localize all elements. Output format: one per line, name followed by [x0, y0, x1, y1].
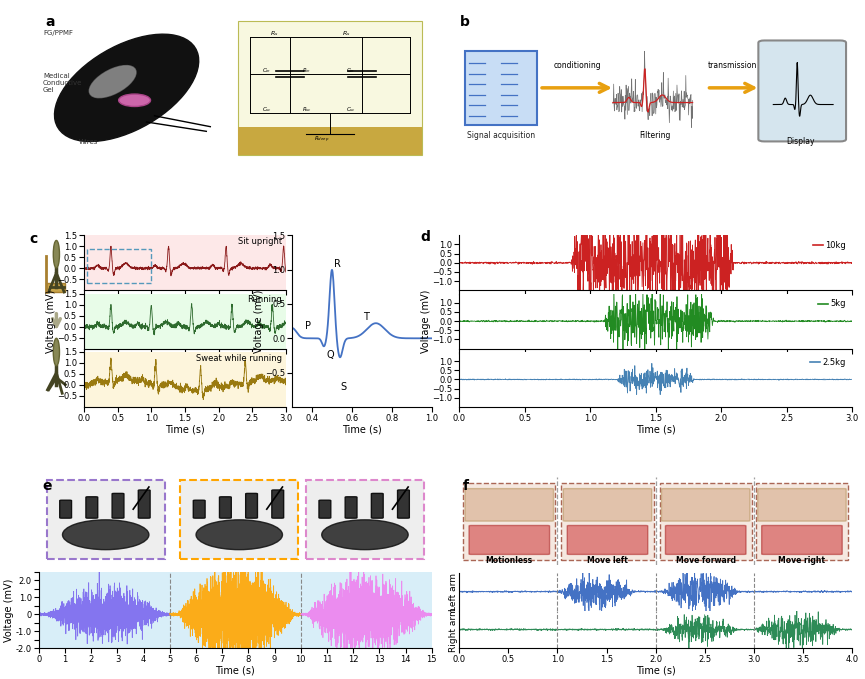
Y-axis label: Voltage (mV): Voltage (mV): [253, 289, 264, 353]
X-axis label: Time (s): Time (s): [636, 666, 676, 676]
X-axis label: Time (s): Time (s): [215, 666, 255, 676]
Text: c: c: [29, 232, 37, 246]
FancyBboxPatch shape: [469, 526, 549, 555]
Text: Move left: Move left: [587, 555, 628, 565]
Text: $C_{sc}$: $C_{sc}$: [346, 105, 356, 114]
FancyBboxPatch shape: [465, 50, 537, 125]
FancyBboxPatch shape: [665, 526, 746, 555]
Legend: 5kg: 5kg: [817, 298, 848, 310]
Ellipse shape: [62, 520, 149, 550]
Text: $C_{sc}$: $C_{sc}$: [262, 105, 272, 114]
Y-axis label: Voltage (mV): Voltage (mV): [4, 579, 15, 642]
Y-axis label: Voltage (mV): Voltage (mV): [420, 289, 431, 353]
Text: $R_{sc}$: $R_{sc}$: [302, 105, 312, 114]
Text: Motionless: Motionless: [486, 555, 533, 565]
Text: P: P: [305, 321, 311, 331]
FancyBboxPatch shape: [759, 41, 846, 141]
FancyBboxPatch shape: [112, 494, 124, 518]
Text: transmission: transmission: [708, 60, 757, 70]
Text: b: b: [459, 15, 470, 29]
FancyBboxPatch shape: [319, 500, 330, 518]
Circle shape: [54, 338, 60, 366]
Y-axis label: Right arm: Right arm: [449, 607, 458, 652]
X-axis label: Time (s): Time (s): [165, 424, 205, 435]
Text: Sweat while running: Sweat while running: [195, 354, 282, 363]
Text: Filtering: Filtering: [639, 130, 670, 140]
FancyBboxPatch shape: [398, 490, 409, 518]
Text: Signal acquisition: Signal acquisition: [467, 130, 535, 140]
Text: T: T: [363, 312, 368, 323]
FancyBboxPatch shape: [465, 489, 554, 521]
FancyBboxPatch shape: [662, 489, 750, 521]
Text: $R_{deep}$: $R_{deep}$: [314, 134, 330, 145]
FancyBboxPatch shape: [758, 489, 846, 521]
Text: Medical
Conductive
Gel: Medical Conductive Gel: [43, 73, 82, 93]
Text: $C_{in}$: $C_{in}$: [346, 67, 355, 75]
Text: Running: Running: [247, 295, 282, 304]
Y-axis label: Voltage (mV): Voltage (mV): [46, 289, 55, 353]
Text: $C_{in}$: $C_{in}$: [262, 67, 272, 75]
Text: Display: Display: [786, 136, 815, 146]
Y-axis label: Left arm: Left arm: [449, 572, 458, 610]
Text: Q: Q: [326, 350, 334, 360]
Text: d: d: [420, 230, 430, 244]
FancyBboxPatch shape: [46, 283, 65, 292]
Text: Sit upright: Sit upright: [238, 237, 282, 246]
Text: $R_s$: $R_s$: [270, 29, 279, 38]
Text: Move forward: Move forward: [676, 555, 736, 565]
FancyBboxPatch shape: [180, 480, 298, 559]
FancyBboxPatch shape: [238, 21, 421, 155]
FancyBboxPatch shape: [86, 497, 98, 518]
Ellipse shape: [54, 34, 199, 141]
Text: FG/PPMF: FG/PPMF: [43, 30, 73, 36]
FancyBboxPatch shape: [47, 480, 164, 559]
FancyBboxPatch shape: [463, 483, 555, 560]
Text: a: a: [45, 15, 54, 29]
Text: e: e: [43, 479, 53, 494]
FancyBboxPatch shape: [306, 480, 424, 559]
FancyBboxPatch shape: [561, 483, 654, 560]
Text: conditioning: conditioning: [554, 60, 601, 70]
Legend: 2.5kg: 2.5kg: [809, 356, 848, 369]
FancyBboxPatch shape: [567, 526, 648, 555]
FancyBboxPatch shape: [60, 500, 72, 518]
FancyBboxPatch shape: [220, 497, 231, 518]
Circle shape: [54, 240, 60, 268]
FancyBboxPatch shape: [193, 500, 205, 518]
Circle shape: [119, 94, 151, 107]
Ellipse shape: [89, 66, 136, 98]
FancyBboxPatch shape: [272, 490, 284, 518]
Ellipse shape: [322, 520, 408, 550]
Text: R: R: [335, 259, 342, 269]
Text: S: S: [340, 382, 347, 392]
Text: f: f: [463, 479, 469, 494]
Text: $R_s$: $R_s$: [342, 29, 350, 38]
FancyBboxPatch shape: [756, 483, 848, 560]
Text: $R_{in}$: $R_{in}$: [302, 67, 311, 75]
FancyBboxPatch shape: [563, 489, 651, 521]
X-axis label: Time (s): Time (s): [342, 424, 381, 435]
FancyBboxPatch shape: [138, 490, 151, 518]
FancyBboxPatch shape: [238, 127, 421, 155]
Ellipse shape: [196, 520, 283, 550]
FancyBboxPatch shape: [371, 494, 383, 518]
FancyBboxPatch shape: [246, 494, 258, 518]
FancyBboxPatch shape: [659, 483, 752, 560]
FancyBboxPatch shape: [345, 497, 357, 518]
X-axis label: Time (s): Time (s): [636, 424, 676, 435]
Legend: 10kg: 10kg: [811, 240, 848, 252]
FancyBboxPatch shape: [762, 526, 843, 555]
Text: Move right: Move right: [778, 555, 825, 565]
Text: Wires: Wires: [79, 139, 98, 145]
